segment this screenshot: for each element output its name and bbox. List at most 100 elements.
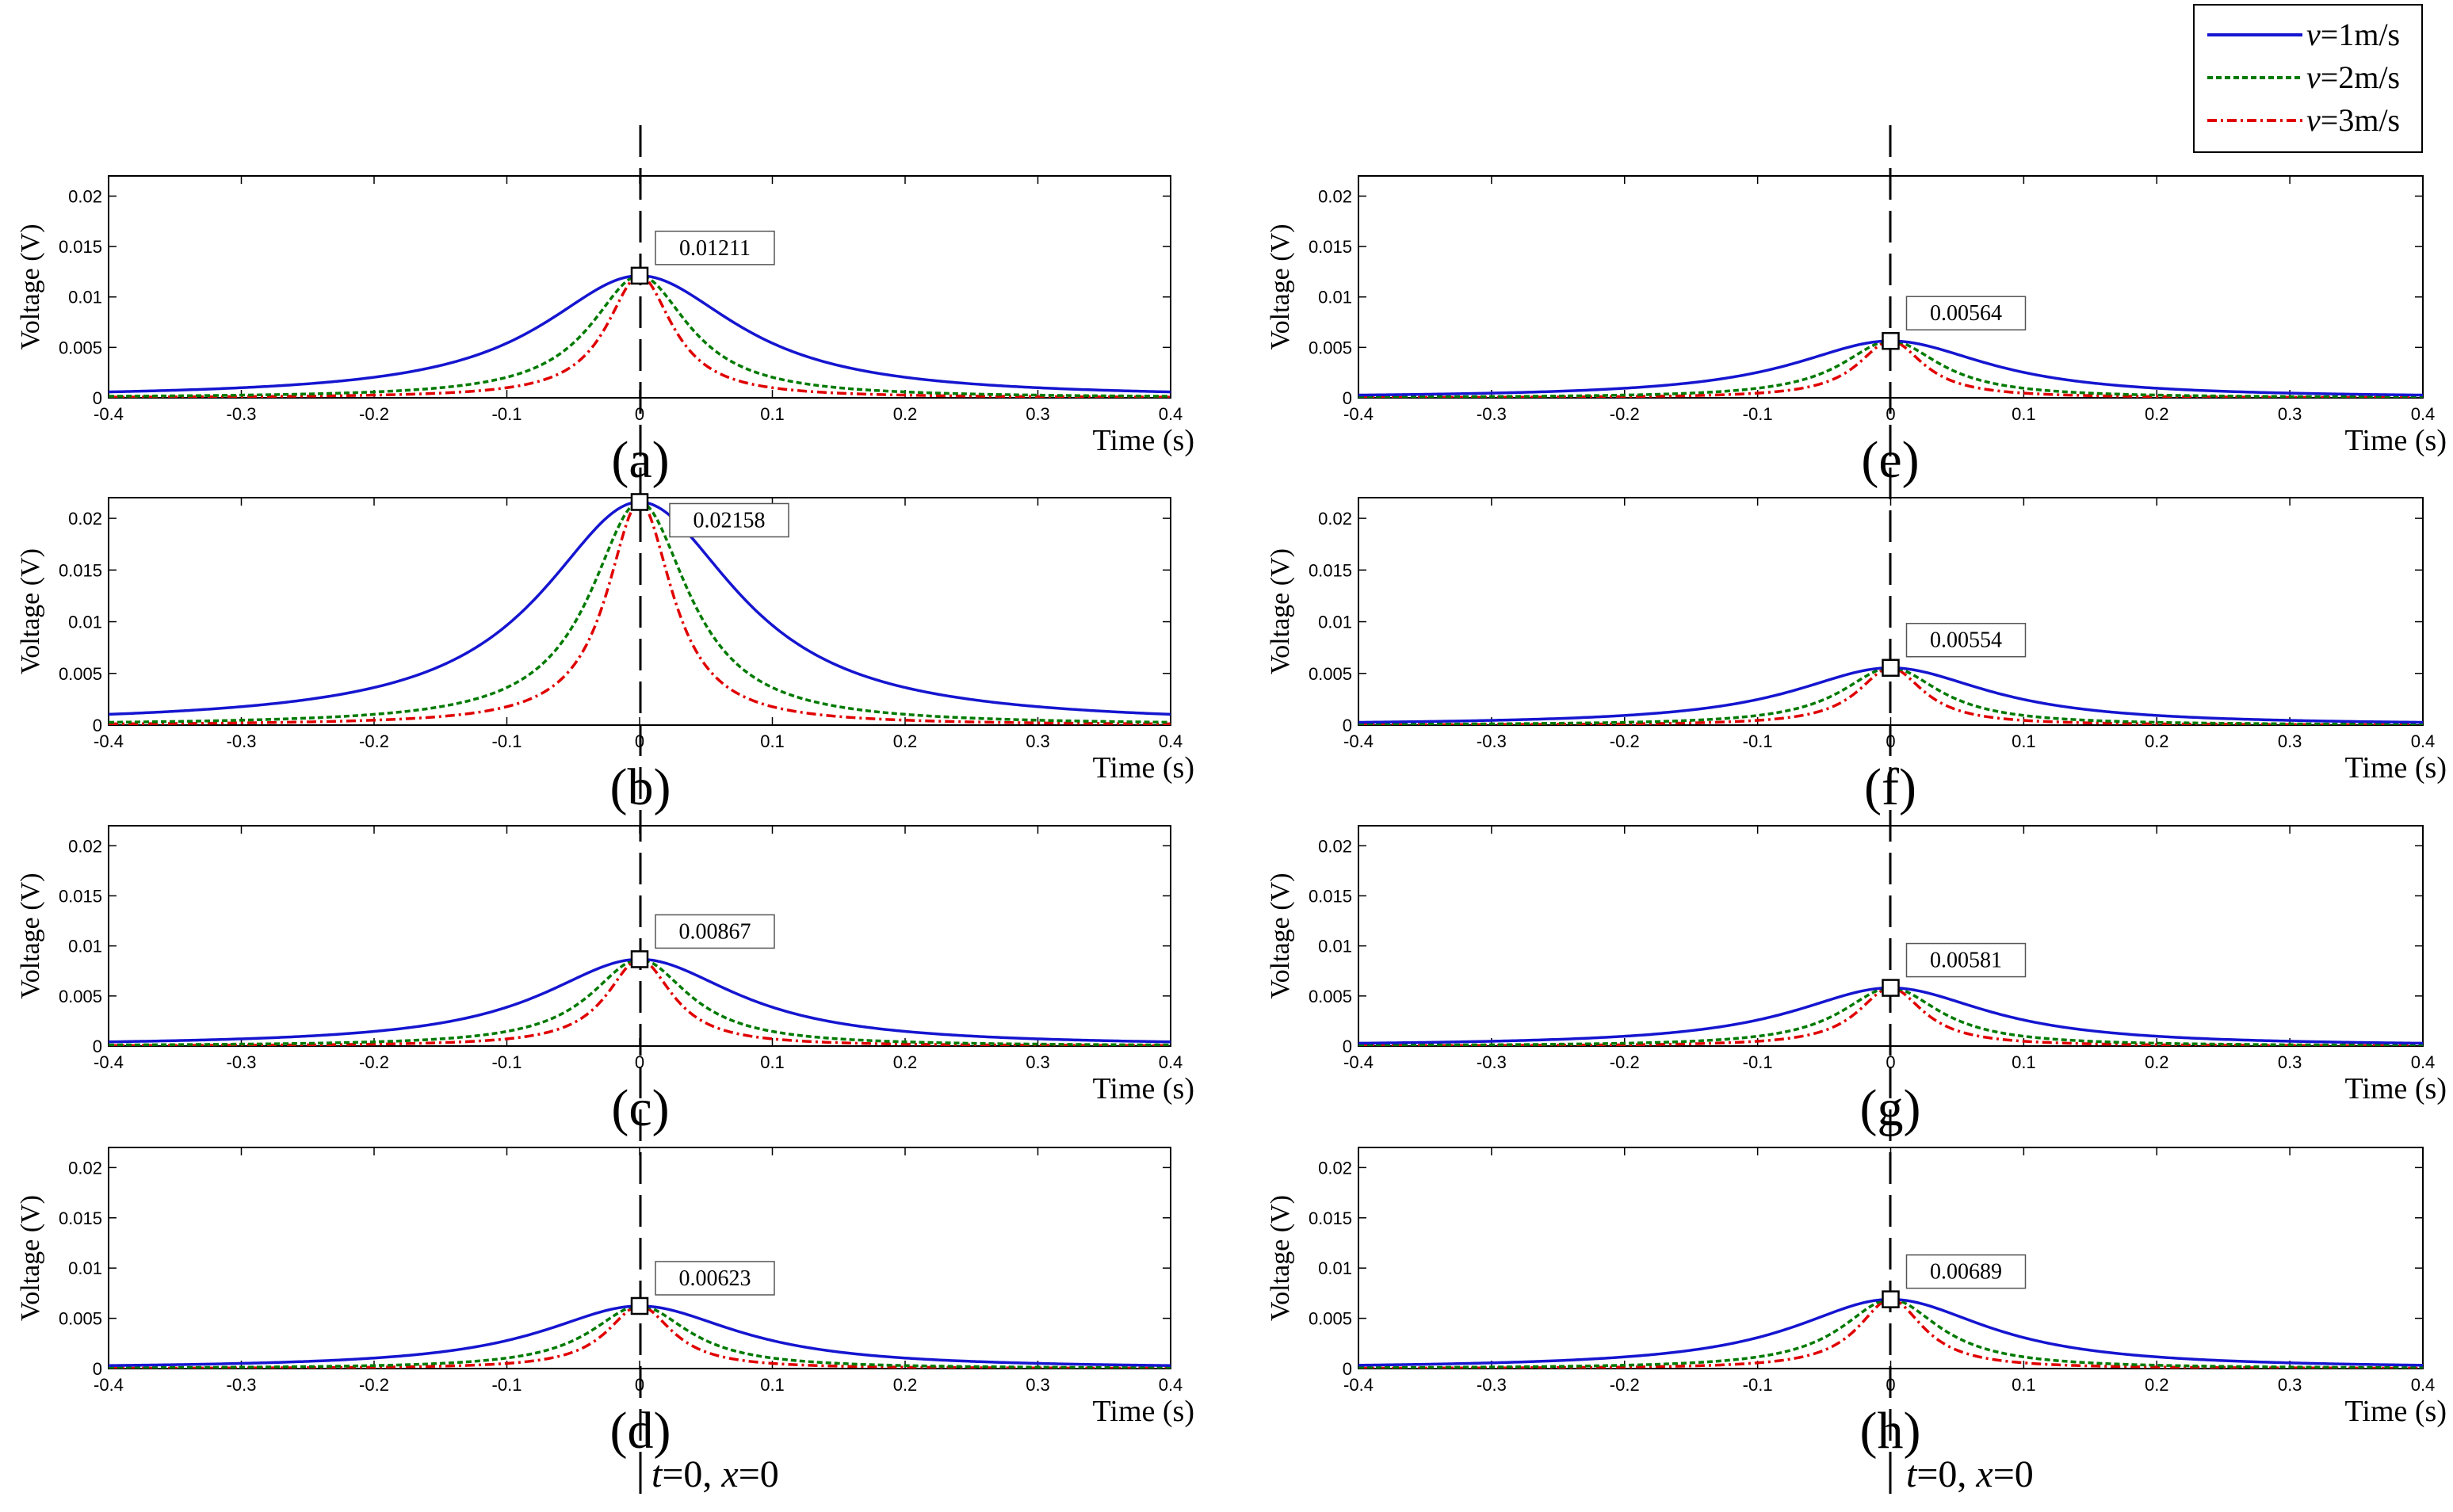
x-tick-label: -0.2 [359,404,389,424]
x-tick-label: 0.3 [1026,731,1050,751]
panel-g: -0.4 -0.3 -0.2 -0.1 0 0.1 0.2 0.3 0.4 0 0.005 0.01 0… [1266,825,2447,1137]
y-tick-label: 0 [1343,716,1352,735]
peak-marker [630,266,649,285]
x-tick-label: 0 [635,731,644,751]
peak-callout-box [1905,942,2027,978]
x-tick-label: 0.2 [893,1375,918,1395]
peak-callout-value: 0.00581 [1930,949,2002,973]
x-axis-label: Time (s) [1093,751,1194,785]
peak-callout-value: 0.00689 [1930,1260,2002,1285]
y-tick-label: 0.02 [1318,1158,1352,1178]
x-tick-label: 0.3 [1026,1052,1050,1072]
x-tick-label: -0.2 [359,1052,389,1072]
peak-callout-box [1905,622,2027,658]
peak-callout-value: 0.00554 [1930,628,2002,653]
panel-label: (a) [611,431,669,489]
x-tick-label: 0 [1886,404,1895,424]
x-tick-label: -0.4 [1343,1375,1374,1395]
x-tick-label: -0.3 [227,404,257,424]
y-tick-label: 0.02 [1318,186,1352,206]
x-tick-label: 0.2 [2145,404,2169,424]
y-tick-label: 0.01 [68,613,102,632]
x-tick-label: -0.4 [94,1375,124,1395]
series-v-1m-s [109,274,1171,394]
peak-callout-box [669,502,789,538]
y-tick-label: 0.015 [59,560,102,580]
y-tick-label: 0.02 [1318,509,1352,529]
y-tick-label: 0.01 [1318,288,1352,307]
x-tick-label: -0.2 [1610,731,1640,751]
y-tick-label: 0.015 [1309,237,1352,257]
peak-marker [1882,659,1900,677]
panels: -0.4 -0.3 -0.2 -0.1 0 0.1 0.2 0.3 0.4 0 0.005 0.01 0… [16,125,2447,1494]
peak-callout-value: 0.00623 [679,1266,751,1291]
x-tick-label: 0 [1886,731,1895,751]
peak-callout-box [655,1261,775,1296]
x-tick-label: -0.4 [1343,1052,1374,1072]
x-tick-label: -0.2 [359,731,389,751]
peak-marker [1882,331,1900,350]
x-tick-label: -0.3 [1477,1375,1507,1395]
x-tick-label: 0.4 [2411,1052,2436,1072]
y-tick-label: 0.005 [59,987,102,1006]
y-axis-label: Voltage (V) [16,873,45,999]
x-tick-label: -0.1 [1743,1375,1773,1395]
x-tick-label: 0.4 [2411,731,2436,751]
x-tick-label: 0 [635,1375,644,1395]
annotation-left: t=0, x=0 [651,1453,779,1495]
legend-box [2193,4,2423,153]
y-axis-label: Voltage (V) [1266,873,1295,999]
y-tick-label: 0.015 [1309,1208,1352,1228]
x-tick-label: 0.2 [2145,1375,2169,1395]
x-tick-label: 0.1 [760,404,785,424]
x-tick-label: 0.3 [2278,404,2302,424]
y-axis-label: Voltage (V) [16,548,45,674]
x-tick-label: -0.4 [1343,731,1374,751]
panel-h: -0.4 -0.3 -0.2 -0.1 0 0.1 0.2 0.3 0.4 0 0.005 0.01 0… [1266,1147,2447,1460]
x-tick-label: 0 [635,1052,644,1072]
x-tick-label: 0.2 [2145,731,2169,751]
y-tick-label: 0.005 [59,664,102,684]
peak-callout-value: 0.02158 [693,508,766,533]
y-tick-label: 0.015 [1309,886,1352,906]
x-tick-label: -0.3 [1477,404,1507,424]
x-tick-label: -0.3 [227,731,257,751]
x-tick-label: 0.3 [2278,1052,2302,1072]
x-tick-label: 0.1 [760,731,785,751]
peak-marker [1882,1290,1900,1308]
x-tick-label: -0.4 [94,1052,124,1072]
y-tick-label: 0 [93,1359,102,1379]
x-axis-label: Time (s) [1093,1072,1194,1105]
peak-callout-value: 0.00564 [1930,301,2002,326]
panel-label: (f) [1864,758,1916,816]
y-tick-label: 0.02 [68,509,102,529]
x-tick-label: 0.2 [893,404,918,424]
y-tick-label: 0.005 [1309,987,1352,1006]
y-tick-label: 0.02 [68,186,102,206]
panel-b: -0.4 -0.3 -0.2 -0.1 0 0.1 0.2 0.3 0.4 0 0.005 0.01 0… [16,493,1194,816]
x-tick-label: -0.3 [1477,1052,1507,1072]
panel-label: (e) [1861,431,1919,489]
panel-c: -0.4 -0.3 -0.2 -0.1 0 0.1 0.2 0.3 0.4 0 0.005 0.01 0… [16,825,1194,1137]
y-axis-label: Voltage (V) [16,1195,45,1321]
x-tick-label: 0.1 [2012,1052,2036,1072]
x-tick-label: -0.1 [492,1052,522,1072]
y-tick-label: 0.015 [59,886,102,906]
y-axis-label: Voltage (V) [1266,1195,1295,1321]
x-tick-label: 0.3 [1026,1375,1050,1395]
x-tick-label: 0.2 [2145,1052,2169,1072]
x-tick-label: 0.2 [893,731,918,751]
y-tick-label: 0.01 [1318,613,1352,632]
x-tick-label: 0.4 [1159,404,1183,424]
series-v-2m-s [109,274,1171,398]
y-tick-label: 0.005 [59,1309,102,1329]
x-tick-label: 0.1 [760,1375,785,1395]
x-tick-label: 0.4 [2411,1375,2436,1395]
panel-label: (g) [1860,1079,1921,1137]
x-axis-label: Time (s) [2345,424,2447,457]
y-tick-label: 0.015 [1309,560,1352,580]
x-tick-label: -0.1 [1743,404,1773,424]
x-tick-label: 0.3 [2278,731,2302,751]
y-tick-label: 0 [1343,388,1352,408]
x-axis-label: Time (s) [1093,424,1194,457]
